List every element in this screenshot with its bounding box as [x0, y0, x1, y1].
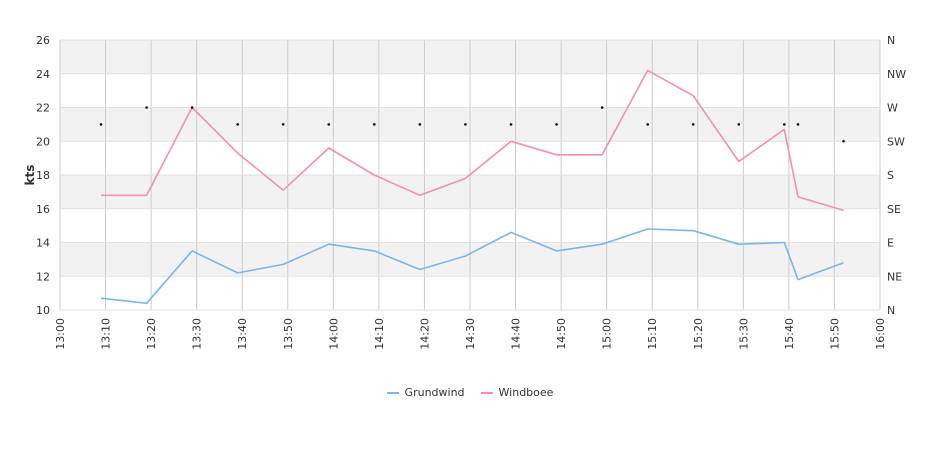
direction-point: [737, 123, 741, 126]
x-tick-label: 13:10: [100, 318, 113, 350]
series-lines: [100, 69, 844, 305]
direction-point: [464, 123, 467, 126]
x-tick-label: 13:50: [282, 318, 295, 350]
direction-point: [646, 123, 649, 126]
direction-point: [796, 123, 800, 126]
direction-point: [600, 106, 604, 109]
legend-swatch-windboee: [480, 391, 493, 394]
x-tick-label: 13:00: [54, 318, 67, 350]
y-tick-label: 16: [36, 203, 50, 216]
x-tick-label: 14:50: [555, 318, 568, 350]
y-tick-label: 12: [36, 270, 50, 283]
series-line-windboee: [101, 69, 844, 212]
direction-axis-tick-labels: N NE E SE S SW W NW N: [887, 34, 906, 317]
direction-point: [327, 123, 331, 126]
legend-label-grundwind: Grundwind: [404, 386, 465, 399]
x-tick-label: 14:00: [327, 318, 340, 350]
direction-tick-label: N: [887, 304, 895, 317]
series-line-grundwind: [100, 228, 844, 305]
legend-swatch-grundwind: [386, 391, 399, 394]
direction-point: [842, 139, 845, 143]
direction-tick-label: NE: [887, 270, 902, 283]
direction-point: [281, 123, 285, 126]
direction-tick-label: W: [887, 102, 898, 115]
y-tick-label: 10: [36, 304, 50, 317]
x-tick-label: 14:40: [510, 318, 523, 350]
legend-label-windboee: Windboee: [498, 386, 554, 399]
direction-point: [418, 123, 422, 126]
horizontal-gridlines: [60, 39, 880, 311]
x-tick-label: 14:20: [418, 318, 431, 350]
direction-point: [691, 123, 695, 126]
y-tick-label: 20: [36, 135, 50, 148]
direction-point: [99, 123, 103, 126]
y-tick-label: 14: [36, 237, 50, 250]
x-tick-label: 14:30: [464, 318, 477, 350]
direction-point: [145, 106, 148, 109]
x-tick-label: 14:10: [373, 318, 386, 350]
direction-point: [555, 123, 558, 126]
x-tick-label: 15:40: [783, 318, 796, 350]
direction-tick-label: NW: [887, 68, 906, 81]
direction-tick-label: SW: [887, 135, 905, 148]
direction-tick-label: N: [887, 34, 895, 47]
y-tick-label: 26: [36, 34, 50, 47]
legend-item-grundwind[interactable]: Grundwind: [386, 386, 465, 399]
direction-tick-label: S: [887, 169, 894, 182]
x-tick-label: 16:00: [874, 318, 887, 350]
x-tick-label: 15:10: [646, 318, 659, 350]
direction-tick-label: SE: [887, 203, 901, 216]
y-tick-label: 24: [36, 68, 50, 81]
x-tick-label: 15:50: [828, 318, 841, 350]
y-axis-title: kts: [23, 165, 37, 186]
legend-item-windboee[interactable]: Windboee: [480, 386, 554, 399]
direction-tick-label: E: [887, 237, 894, 250]
x-tick-label: 13:30: [191, 318, 204, 350]
x-axis-tick-labels: 13:00 13:10 13:20 13:30 13:40 13:50 14:00 14:10…: [54, 318, 887, 350]
x-tick-label: 13:20: [145, 318, 158, 350]
direction-point: [236, 123, 239, 126]
direction-markers: [99, 106, 845, 143]
y-axis-tick-labels: 10 12 14 16 18 20 22 24 26: [36, 34, 50, 317]
direction-point: [190, 106, 194, 109]
direction-point: [373, 123, 376, 126]
x-tick-label: 15:20: [692, 318, 705, 350]
x-tick-label: 15:00: [601, 318, 614, 350]
y-tick-label: 22: [36, 102, 50, 115]
legend: Grundwind Windboee: [0, 386, 940, 399]
direction-point: [509, 123, 513, 126]
direction-point: [783, 123, 786, 126]
x-tick-label: 13:40: [236, 318, 249, 350]
x-tick-label: 15:30: [737, 318, 750, 350]
y-tick-label: 18: [36, 169, 50, 182]
